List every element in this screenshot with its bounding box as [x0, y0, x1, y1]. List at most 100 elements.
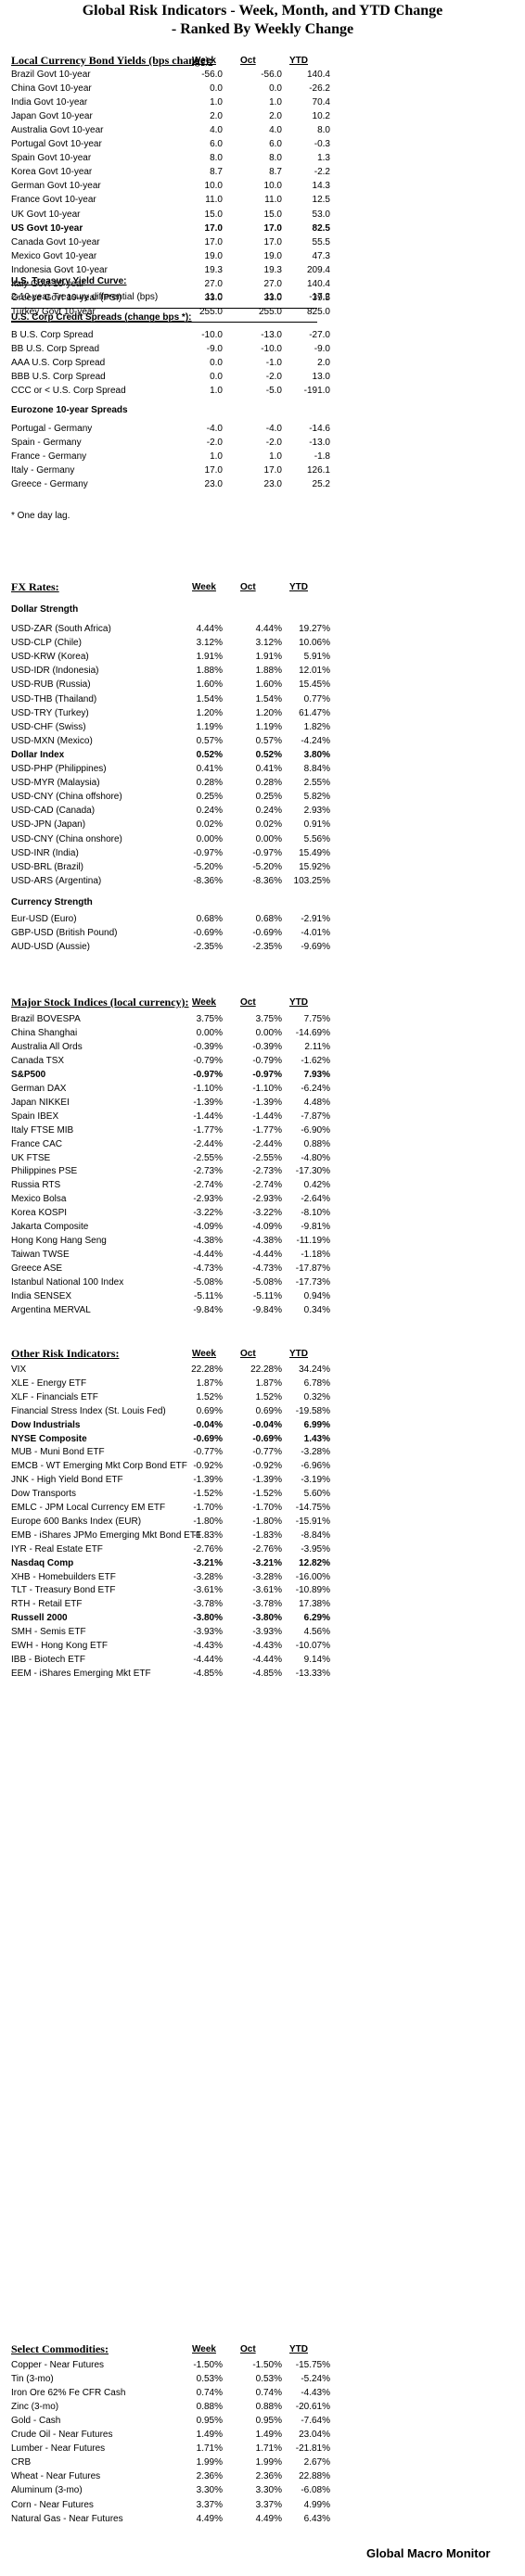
col-header-week: Week	[192, 56, 216, 66]
fx-row: USD-CNY (China offshore) 0.25% 0.25% 5.82%	[0, 791, 525, 804]
ytd-value: 103.25%	[293, 875, 330, 886]
row-label: Russell 2000	[11, 1613, 68, 1624]
ytd-value: -26.2	[309, 83, 330, 95]
fx-row: USD-KRW (Korea) 1.91% 1.91% 5.91%	[0, 651, 525, 664]
col-header-week: Week	[192, 582, 216, 592]
ytd-value: 12.82%	[299, 1557, 330, 1568]
title-line-1: Global Risk Indicators - Week, Month, an…	[82, 3, 443, 19]
oct-value: 3.12%	[255, 638, 282, 649]
ytd-value: 6.43%	[303, 2513, 330, 2524]
oct-value: 15.0	[263, 209, 282, 220]
week-value: 4.49%	[196, 2513, 223, 2524]
row-label: USD-CNY (China offshore)	[11, 792, 122, 803]
fx-row: USD-JPN (Japan) 0.02% 0.02% 0.91%	[0, 818, 525, 831]
oct-value: 0.53%	[255, 2374, 282, 2385]
week-value: -0.69%	[193, 928, 223, 938]
ytd-value: -19.58%	[295, 1405, 330, 1416]
ytd-value: -14.75%	[295, 1503, 330, 1513]
ytd-value: -4.01%	[301, 928, 330, 938]
currency-row: AUD-USD (Aussie) -2.35% -2.35% -9.69%	[0, 941, 525, 954]
oct-value: -0.97%	[252, 1069, 282, 1080]
ytd-value: 10.2	[312, 111, 330, 122]
ytd-value: -3.28%	[301, 1447, 330, 1458]
week-value: 0.0	[210, 83, 223, 95]
row-label: Crude Oil - Near Futures	[11, 2430, 113, 2441]
week-value: 1.99%	[196, 2457, 223, 2468]
week-value: -5.08%	[193, 1277, 223, 1288]
stock-row: Brazil BOVESPA 3.75% 3.75% 7.75%	[0, 1013, 525, 1026]
ytd-value: -10.89%	[295, 1585, 330, 1596]
oct-value: 2.36%	[255, 2471, 282, 2482]
col-header-oct: Oct	[240, 582, 256, 592]
row-label: Japan NIKKEI	[11, 1097, 70, 1108]
stock-row: Argentina MERVAL -9.84% -9.84% 0.34%	[0, 1304, 525, 1317]
ytd-value: 8.84%	[303, 764, 330, 774]
fx-row: USD-MXN (Mexico) 0.57% 0.57% -4.24%	[0, 735, 525, 748]
row-label: Italy Govt 10-year	[11, 278, 84, 289]
week-value: -2.74%	[193, 1180, 223, 1191]
ytd-value: 82.5	[312, 222, 330, 234]
bond-row: Greece Govt 10-year (PSI) 33.0 33.0 39.5	[0, 292, 525, 305]
row-label: USD-JPN (Japan)	[11, 819, 86, 831]
currency-row: Eur-USD (Euro) 0.68% 0.68% -2.91%	[0, 913, 525, 926]
row-label: China Govt 10-year	[11, 83, 92, 95]
ytd-value: 7.93%	[303, 1069, 330, 1080]
ytd-value: -17.87%	[295, 1263, 330, 1275]
row-label: GBP-USD (British Pound)	[11, 928, 118, 938]
row-label: XLE - Energy ETF	[11, 1377, 87, 1389]
ytd-value: -21.81%	[295, 2443, 330, 2455]
ytd-value: 2.0	[317, 358, 330, 368]
risk-row: VIX 22.28% 22.28% 34.24%	[0, 1364, 525, 1377]
week-value: 1.52%	[196, 1391, 223, 1402]
ytd-value: -0.3	[314, 139, 330, 150]
row-label: Mexico Govt 10-year	[11, 250, 97, 261]
row-label: 2-10 year Treasury differential (bps)	[11, 292, 159, 302]
week-value: 0.02%	[196, 819, 223, 831]
ytd-value: -6.96%	[301, 1461, 330, 1472]
row-label: IYR - Real Estate ETF	[11, 1543, 103, 1554]
row-label: Mexico Bolsa	[11, 1194, 67, 1205]
week-value: 0.0	[210, 372, 223, 382]
commodity-row: CRB 1.99% 1.99% 2.67%	[0, 2456, 525, 2469]
risk-row: XHB - Homebuilders ETF -3.28% -3.28% -16.00…	[0, 1571, 525, 1584]
ytd-value: 140.4	[306, 70, 330, 80]
commodity-row: Crude Oil - Near Futures 1.49% 1.49% 23.04%	[0, 2429, 525, 2442]
ytd-value: -17.73%	[295, 1277, 330, 1288]
row-label: Tin (3-mo)	[11, 2374, 54, 2385]
row-label: NYSE Composite	[11, 1433, 87, 1444]
footer-brand: Global Macro Monitor	[366, 2546, 491, 2560]
oct-value: -0.69%	[252, 1433, 282, 1444]
stock-row: Russia RTS -2.74% -2.74% 0.42%	[0, 1179, 525, 1192]
oct-value: 1.91%	[255, 652, 282, 663]
ytd-value: -4.80%	[301, 1152, 330, 1163]
ytd-value: -16.00%	[295, 1571, 330, 1582]
ytd-value: 8.0	[317, 125, 330, 136]
fx-row: USD-CAD (Canada) 0.24% 0.24% 2.93%	[0, 805, 525, 818]
oct-value: 4.49%	[255, 2513, 282, 2524]
row-label: Indonesia Govt 10-year	[11, 264, 108, 275]
oct-value: -2.44%	[252, 1138, 282, 1149]
week-value: 1.20%	[196, 707, 223, 718]
ytd-value: -14.69%	[295, 1027, 330, 1038]
col-header-oct: Oct	[240, 56, 256, 66]
row-label: EEM - iShares Emerging Mkt ETF	[11, 1668, 151, 1679]
row-label: Australia Govt 10-year	[11, 125, 104, 136]
week-value: 1.19%	[196, 721, 223, 732]
week-value: 17.0	[204, 465, 223, 476]
risk-section-header: Other Risk Indicators:	[11, 1347, 120, 1360]
week-value: -1.39%	[193, 1097, 223, 1108]
week-value: -0.79%	[193, 1055, 223, 1066]
stock-row: Mexico Bolsa -2.93% -2.93% -2.64%	[0, 1193, 525, 1206]
week-value: 0.53%	[196, 2374, 223, 2385]
risk-row: EMCB - WT Emerging Mkt Corp Bond ETF -0.9…	[0, 1460, 525, 1473]
oct-value: 27.0	[263, 278, 282, 289]
week-value: 27.0	[204, 278, 223, 289]
row-label: Natural Gas - Near Futures	[11, 2513, 123, 2524]
bond-row: France Govt 10-year 11.0 11.0 12.5	[0, 194, 525, 207]
ytd-value: -3.95%	[301, 1543, 330, 1554]
week-value: 0.00%	[196, 833, 223, 844]
commodity-row: Tin (3-mo) 0.53% 0.53% -5.24%	[0, 2373, 525, 2386]
week-value: 3.30%	[196, 2485, 223, 2496]
ytd-value: -7.87%	[301, 1110, 330, 1122]
week-value: -1.52%	[193, 1489, 223, 1500]
